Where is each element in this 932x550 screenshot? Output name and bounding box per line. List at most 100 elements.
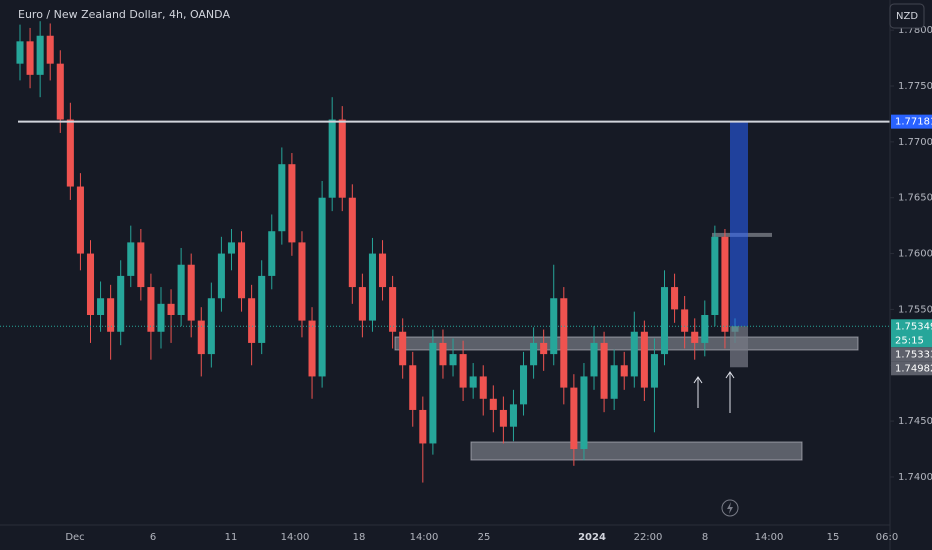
x-tick-label: 18 <box>353 532 366 543</box>
price-label-box <box>891 361 932 376</box>
y-tick-label: 1.74000 <box>898 472 932 483</box>
candle-body <box>660 287 669 355</box>
candle-body <box>721 236 729 332</box>
candle-body <box>550 298 558 355</box>
candle-body <box>26 41 34 75</box>
candle-body <box>368 253 376 321</box>
candle-body <box>167 303 175 315</box>
candle-body <box>137 242 145 288</box>
zone <box>470 441 803 461</box>
candle-body <box>238 242 246 299</box>
y-tick-label: 1.78000 <box>898 25 932 36</box>
candle-body <box>540 342 548 355</box>
stop-zone <box>730 326 748 368</box>
candle-body <box>36 35 44 75</box>
candle-body <box>328 119 336 198</box>
price-label-box <box>891 347 932 362</box>
currency-label: NZD <box>896 11 918 22</box>
candle-body <box>429 342 437 444</box>
candle-body <box>56 63 64 120</box>
candle-body <box>358 287 366 321</box>
candle-body <box>459 354 467 388</box>
y-tick-label: 1.76000 <box>898 249 932 260</box>
y-tick-label: 1.77500 <box>898 81 932 92</box>
candle-body <box>600 342 608 399</box>
candle-body <box>479 376 487 399</box>
candle-body <box>127 242 135 276</box>
candle-body <box>691 331 699 343</box>
candle-body <box>499 409 507 427</box>
candle-body <box>640 331 648 388</box>
y-tick-label: 1.74500 <box>898 416 932 427</box>
candle-body <box>650 354 658 388</box>
candle-body <box>379 253 387 288</box>
candle-body <box>157 303 165 332</box>
candle-body <box>187 264 195 321</box>
chart-title: Euro / New Zealand Dollar, 4h, OANDA <box>18 8 230 21</box>
x-tick-label: 14:00 <box>410 532 439 543</box>
candle-body <box>630 331 638 377</box>
x-tick-label: 2024 <box>578 532 606 543</box>
x-tick-label: 8 <box>702 532 708 543</box>
countdown-label: 25:15 <box>895 335 924 346</box>
overlay: 1.740001.745001.750001.755001.760001.765… <box>65 25 932 543</box>
price-label-box <box>891 114 932 129</box>
candle-body <box>701 315 709 343</box>
candle-body <box>419 409 427 444</box>
candle-body <box>338 119 346 198</box>
candle-body <box>298 242 306 321</box>
x-tick-label: 15 <box>827 532 840 543</box>
x-tick-label: 6 <box>150 532 156 543</box>
candle-body <box>107 298 115 332</box>
x-tick-label: 25 <box>478 532 491 543</box>
candle-body <box>258 275 266 343</box>
candle-body <box>389 287 397 332</box>
arrow-head <box>693 376 703 384</box>
candle-body <box>570 387 578 450</box>
candle-body <box>711 236 719 315</box>
candle-body <box>610 365 618 399</box>
x-tick-label: 22:00 <box>634 532 663 543</box>
candle-body <box>560 298 568 388</box>
zone <box>394 336 859 351</box>
price-label: 1.74982 <box>895 363 932 374</box>
candle-body <box>620 365 628 377</box>
price-label: 1.75349 <box>895 321 932 332</box>
candle-body <box>489 398 497 410</box>
arrow-head <box>725 371 735 379</box>
x-tick-label: 14:00 <box>281 532 310 543</box>
candle-body <box>278 164 286 232</box>
candle-body <box>217 253 225 299</box>
candle-body <box>469 376 477 388</box>
arrows <box>693 371 735 413</box>
candle-body <box>318 197 326 377</box>
currency-badge[interactable] <box>889 3 925 29</box>
candle-body <box>207 298 215 355</box>
candle-body <box>509 404 517 427</box>
candle-body <box>97 298 105 315</box>
candle-body <box>580 376 588 450</box>
target-zone <box>730 121 748 327</box>
candle-body <box>519 365 528 405</box>
y-tick-label: 1.76500 <box>898 193 932 204</box>
price-label: 1.75333 <box>895 349 932 360</box>
candle-body <box>147 287 155 332</box>
candle-body <box>590 342 598 377</box>
x-tick-label: 06:0 <box>876 532 898 543</box>
candle-body <box>348 197 356 288</box>
candle-body <box>248 298 256 343</box>
candle-body <box>117 275 125 332</box>
candle-body <box>46 35 54 64</box>
candle-body <box>16 41 24 64</box>
x-tick-label: 14:00 <box>755 532 784 543</box>
x-tick-label: 11 <box>225 532 238 543</box>
candle-body <box>66 119 74 187</box>
x-tick-label: Dec <box>65 532 84 543</box>
candle-body <box>227 242 236 254</box>
candle-body <box>449 354 457 366</box>
y-tick-label: 1.75500 <box>898 304 932 315</box>
candle-body <box>409 365 417 410</box>
